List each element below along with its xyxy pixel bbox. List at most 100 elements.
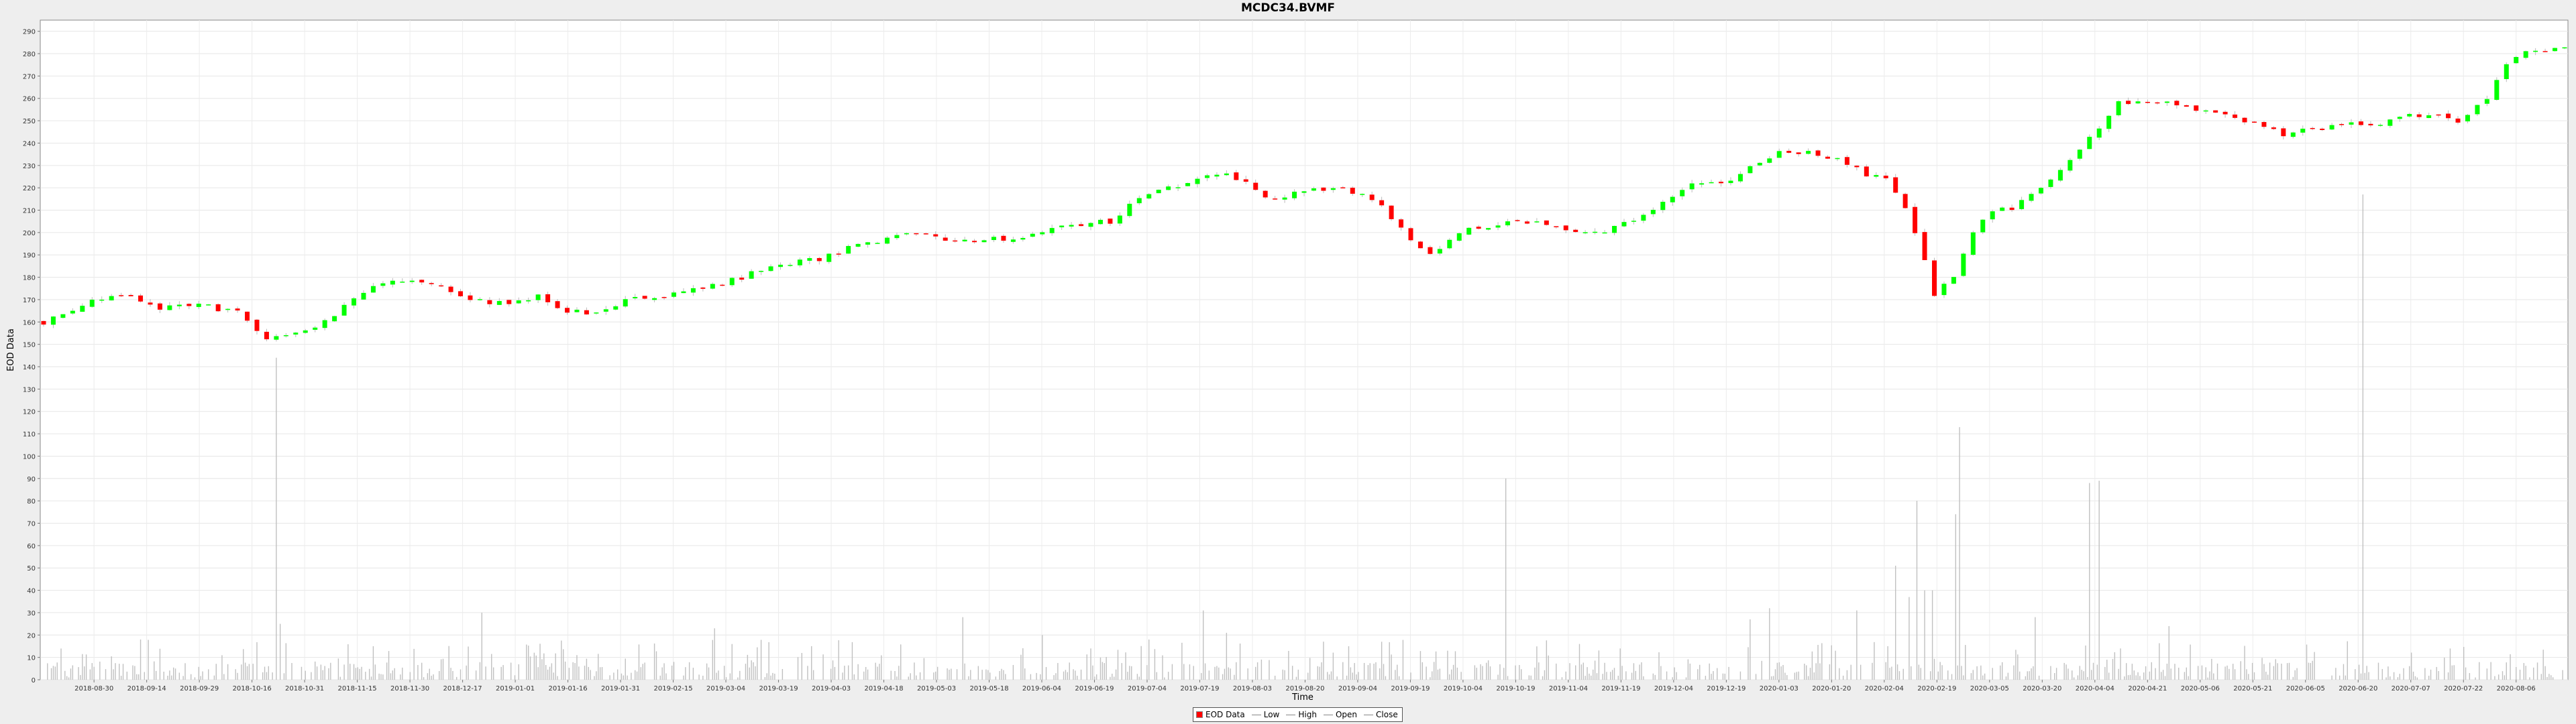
candle-body: [409, 280, 415, 282]
y-tick-label: 280: [23, 51, 36, 58]
x-tick-label: 2019-03-04: [706, 685, 745, 692]
candle-body: [584, 310, 589, 315]
candle-body: [496, 301, 502, 305]
candle-body: [370, 286, 376, 293]
legend-item-low: Low: [1251, 710, 1279, 719]
candle-body: [2300, 128, 2306, 133]
grid: [40, 20, 2568, 680]
candle-body: [1883, 176, 1888, 178]
candle-body: [1554, 226, 1559, 227]
candle-body: [1786, 151, 1792, 153]
candle-body: [1069, 225, 1074, 227]
candle-body: [2213, 110, 2218, 113]
candle-body: [1602, 232, 1607, 234]
candle-body: [729, 278, 735, 286]
candle-body: [2504, 64, 2509, 79]
x-axis: 2018-08-30 2018-09-14 2018-09-29 2018-10-16…: [74, 680, 2536, 692]
x-tick-label: 2019-12-19: [1707, 685, 1746, 692]
candle-body: [361, 292, 366, 300]
y-tick-label: 160: [23, 319, 36, 326]
legend-swatch: [1196, 711, 1203, 718]
candle-body: [2242, 117, 2247, 123]
candle-body: [1699, 183, 1705, 185]
candle-body: [1117, 215, 1122, 224]
candle-body: [1214, 174, 1220, 177]
candle-body: [923, 233, 928, 235]
candle-body: [875, 243, 880, 244]
candle-body: [1408, 228, 1413, 241]
candle-body: [1854, 166, 1860, 168]
x-tick-label: 2019-01-16: [549, 685, 588, 692]
candle-body: [788, 265, 793, 266]
y-tick-label: 240: [23, 140, 36, 147]
candle-body: [1282, 197, 1287, 200]
candle-body: [1970, 232, 1976, 255]
x-tick-label: 2020-07-22: [2444, 685, 2483, 692]
candle-body: [2096, 128, 2102, 138]
candle-body: [225, 308, 231, 310]
candle-body: [2155, 102, 2160, 104]
candle-body: [1010, 239, 1016, 242]
x-tick-label: 2020-05-21: [2233, 685, 2272, 692]
candle-body: [962, 239, 967, 242]
legend-item-eod: EOD Data: [1196, 710, 1245, 719]
candle-body: [1650, 209, 1656, 215]
candle-body: [1631, 221, 1636, 222]
chart-title: MCDC34.BVMF: [1240, 1, 1336, 15]
legend-label: High: [1298, 710, 1317, 719]
candle-body: [1941, 284, 1947, 296]
candle-body: [1796, 152, 1801, 154]
candle-body: [419, 280, 425, 283]
candle-body: [855, 243, 861, 247]
candle-body: [1049, 228, 1055, 233]
candle-body: [1234, 172, 1239, 180]
candle-body: [991, 237, 996, 241]
candle-body: [2184, 105, 2189, 107]
candle-body: [2475, 105, 2480, 115]
legend-item-close: Close: [1364, 710, 1398, 719]
candle-body: [1175, 187, 1181, 188]
candle-body: [1902, 194, 1908, 208]
candle-body: [652, 298, 657, 300]
candle-body: [574, 310, 580, 312]
candle-body: [1961, 253, 1966, 276]
candle-body: [1263, 190, 1268, 198]
x-tick-label: 2019-11-19: [1601, 685, 1640, 692]
candle-body: [797, 259, 802, 265]
candle-body: [1864, 166, 1869, 177]
x-tick-label: 2020-05-06: [2181, 685, 2220, 692]
legend-label: Close: [1376, 710, 1398, 719]
candle-body: [2000, 207, 2005, 211]
candle-body: [768, 266, 773, 272]
candle-body: [2436, 114, 2441, 116]
x-tick-label: 2019-08-20: [1285, 685, 1324, 692]
x-tick-label: 2018-11-15: [338, 685, 377, 692]
candle-body: [2009, 207, 2015, 210]
candle-body: [89, 300, 95, 307]
candle-body: [1932, 260, 1937, 296]
candle-body: [1515, 220, 1520, 221]
legend-label: EOD Data: [1205, 710, 1245, 719]
candle-body: [1350, 188, 1355, 194]
candle-body: [594, 312, 599, 314]
x-tick-label: 2020-01-20: [1812, 685, 1851, 692]
candle-body: [283, 335, 288, 337]
candle-body: [1486, 228, 1491, 230]
x-tick-label: 2019-03-19: [759, 685, 798, 692]
candle-body: [1737, 174, 1743, 182]
y-tick-label: 170: [23, 297, 36, 304]
candle-body: [2533, 50, 2538, 52]
candle-body: [109, 296, 114, 301]
legend-label: Open: [1335, 710, 1358, 719]
candle-body: [439, 285, 444, 287]
candle-body: [1660, 202, 1666, 210]
candle-body: [2562, 47, 2567, 49]
candle-body: [1417, 241, 1423, 249]
candle-body: [1224, 173, 1229, 176]
candle-body: [526, 300, 531, 302]
y-tick-label: 130: [23, 386, 36, 394]
x-tick-label: 2020-08-06: [2497, 685, 2536, 692]
candle-body: [60, 314, 66, 318]
candle-body: [1428, 247, 1433, 254]
